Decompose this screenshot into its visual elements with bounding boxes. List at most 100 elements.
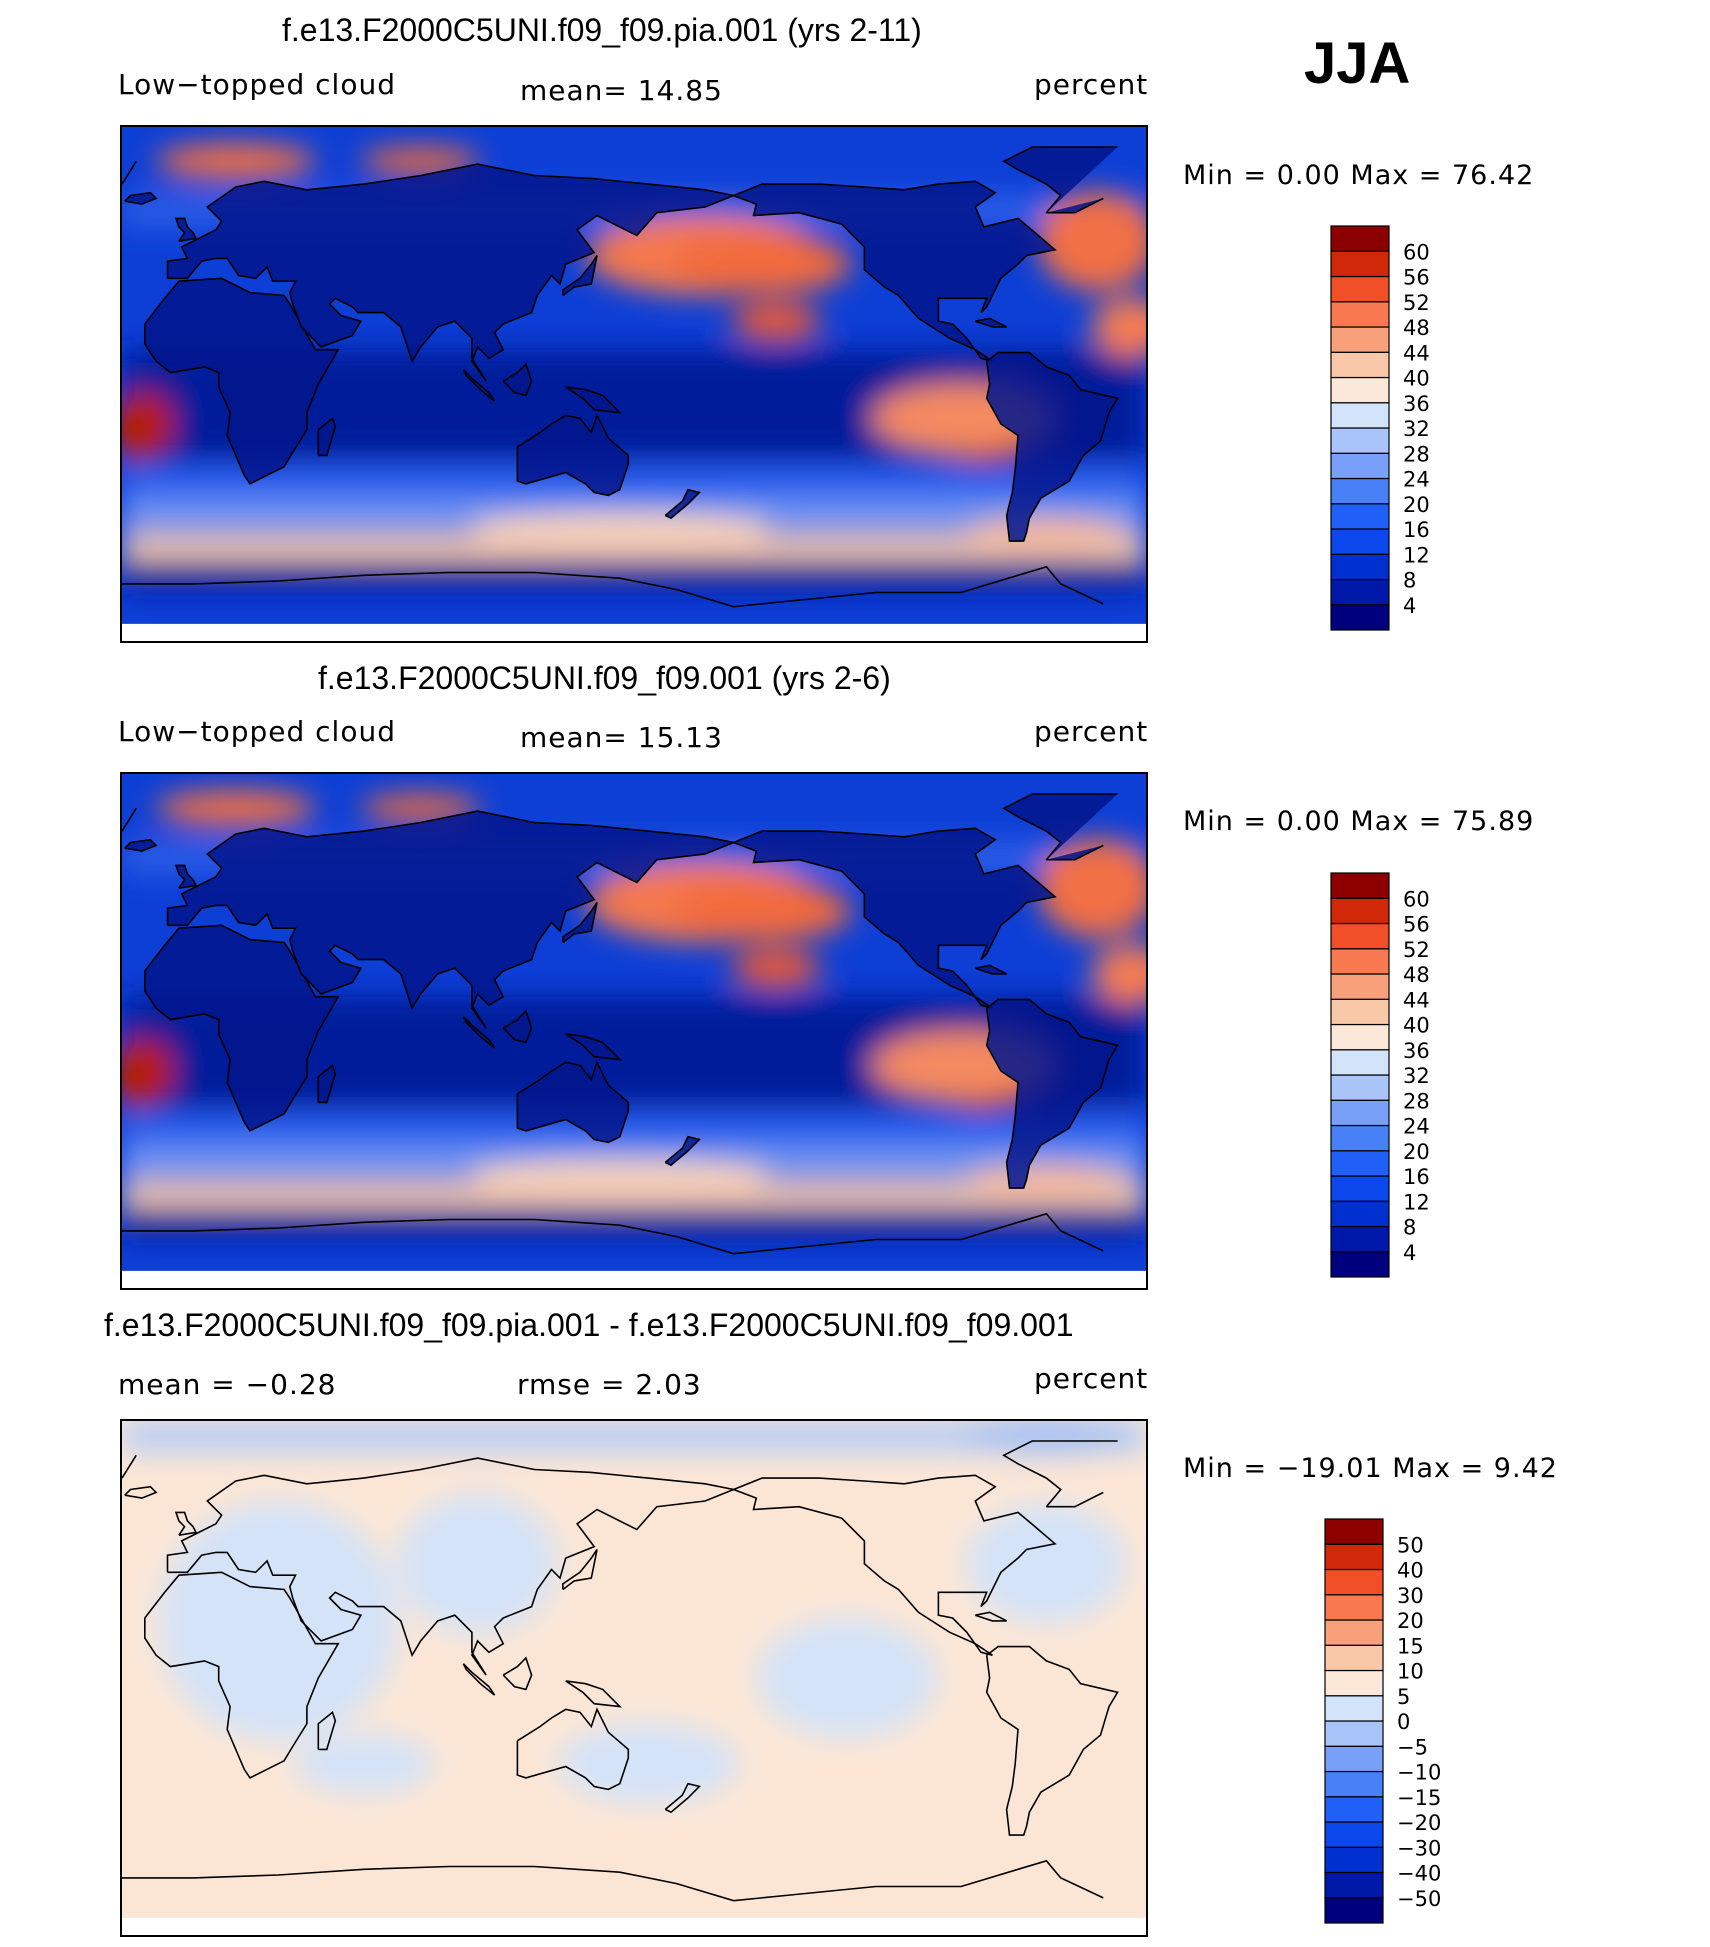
- panel-1-coastline-nz: [664, 488, 701, 520]
- panel-3-colorbar-box-13: [1324, 1568, 1384, 1596]
- panel-1-colorbar-tick-label: 28: [1403, 442, 1430, 466]
- panel-1-colorbar: 4 8 12 16 20 24 28 32 36 40 44 48 52 56 60: [1330, 225, 1460, 631]
- panel-2-coastline-greenland: [1046, 844, 1104, 861]
- panel-1-coastline-greenland: [1046, 197, 1104, 214]
- panel-2-coastline-eurasia: [166, 810, 737, 1029]
- panel-2-colorbar-box-5: [1330, 1124, 1390, 1152]
- panel-2-colorbar-tick-label: 52: [1403, 938, 1430, 962]
- panel-2-colorbar-box-15: [1330, 872, 1390, 899]
- panel-3-coastline-madagascar: [317, 1710, 337, 1751]
- panel-2-colorbar-box-0: [1330, 1251, 1390, 1278]
- panel-1-colorbar-box-2: [1330, 553, 1390, 581]
- panel-2-mean-label: mean= 15.13: [520, 721, 723, 754]
- panel-2-map: [120, 772, 1148, 1290]
- panel-3-colorbar-box-15: [1324, 1518, 1384, 1545]
- panel-2-units-label: percent: [1034, 715, 1149, 748]
- panel-3-mean-label: mean = −0.28: [118, 1368, 337, 1401]
- panel-3-colorbar-tick-label: −50: [1397, 1887, 1441, 1911]
- panel-2-coastline-madagascar: [317, 1063, 337, 1104]
- panel-3-colorbar-box-4: [1324, 1796, 1384, 1823]
- panel-3-rmse-label: rmse = 2.03: [517, 1368, 702, 1401]
- panel-1-coastline-iceland: [124, 191, 158, 205]
- panel-1-coastline-northamerica: [733, 180, 1057, 362]
- panel-1-colorbar-tick-label: 36: [1403, 392, 1430, 416]
- panel-3-colorbar-box-1: [1324, 1871, 1384, 1899]
- panel-1-colorbar-box-9: [1330, 376, 1390, 404]
- panel-3-colorbar-box-12: [1324, 1594, 1384, 1621]
- panel-1-colorbar-tick-label: 56: [1403, 266, 1430, 290]
- panel-2-coastline-uk: [174, 864, 198, 889]
- panel-3-coastline-iceland: [124, 1485, 158, 1499]
- panel-2-colorbar-box-7: [1330, 1074, 1390, 1101]
- panel-3-colorbar-box-2: [1324, 1846, 1384, 1874]
- panel-1-coastline-borneo: [502, 362, 533, 397]
- panel-2-colorbar-tick-label: 32: [1403, 1064, 1430, 1088]
- panel-1-colorbar-tick-label: 48: [1403, 316, 1430, 340]
- panel-1-coastline-japan: [562, 255, 598, 297]
- panel-2-colorbar-box-13: [1330, 922, 1390, 950]
- panel-3-colorbar-tick-label: −10: [1397, 1761, 1441, 1785]
- panel-3-colorbar-tick-label: 40: [1397, 1559, 1424, 1583]
- panel-3-colorbar-box-5: [1324, 1770, 1384, 1798]
- panel-2-colorbar-tick-label: 44: [1403, 988, 1430, 1012]
- panel-1-coastline-sumatra: [462, 369, 496, 402]
- panel-3-colorbar-box-10: [1324, 1644, 1384, 1672]
- panel-1-colorbar-box-15: [1330, 225, 1390, 252]
- panel-1-colorbar-tick-label: 44: [1403, 341, 1430, 365]
- panel-3-colorbar-box-6: [1324, 1745, 1384, 1773]
- panel-3-coastline-australia: [516, 1707, 630, 1791]
- panel-1-missing-band: [122, 623, 1146, 641]
- panel-3-coastline-southamerica: [985, 1645, 1119, 1836]
- panel-1-coastline-newguinea: [565, 386, 622, 414]
- panel-2-colorbar-box-11: [1330, 973, 1390, 1000]
- panel-1-colorbar-tick-label: 8: [1403, 569, 1416, 593]
- panel-1-colorbar-box-12: [1330, 301, 1390, 328]
- panel-2-colorbar: 4 8 12 16 20 24 28 32 36 40 44 48 52 56 60: [1330, 872, 1460, 1278]
- panel-2-coastline-greenland: [122, 807, 137, 832]
- panel-3-colorbar-tick-label: −15: [1397, 1786, 1441, 1810]
- panel-1-variable-label: Low−topped cloud: [118, 68, 396, 101]
- panel-3-colorbar-tick-label: −20: [1397, 1811, 1441, 1835]
- panel-3-colorbar-tick-label: −40: [1397, 1862, 1441, 1886]
- panel-3-colorbar-tick-label: −30: [1397, 1836, 1441, 1860]
- panel-2-colorbar-tick-label: 20: [1403, 1140, 1430, 1164]
- panel-2-colorbar-tick-label: 8: [1403, 1216, 1416, 1240]
- panel-3-colorbar-tick-label: 20: [1397, 1609, 1424, 1633]
- panel-3-coastline-greenland: [1046, 1491, 1104, 1508]
- panel-2-colorbar-box-9: [1330, 1023, 1390, 1051]
- panel-3-coastline-northamerica: [733, 1474, 1057, 1656]
- panel-3-colorbar-tick-label: 10: [1397, 1660, 1424, 1684]
- panel-1-coastline-cuba: [975, 317, 1007, 328]
- panel-2-colorbar-tick-label: 24: [1403, 1115, 1430, 1139]
- panel-3-coastline-borneo: [502, 1656, 533, 1691]
- panel-2-colorbar-tick-label: 28: [1403, 1089, 1430, 1113]
- panel-3-coastline-uk: [174, 1511, 198, 1536]
- panel-1-colorbar-box-11: [1330, 326, 1390, 353]
- panel-2-colorbar-tick-label: 56: [1403, 913, 1430, 937]
- panel-1-coastline-eurasia: [166, 163, 737, 382]
- panel-1-coastline-uk: [174, 217, 198, 242]
- panel-1-coastline-greenland: [122, 160, 137, 185]
- season-label: JJA: [1304, 31, 1411, 96]
- panel-1-colorbar-tick-label: 52: [1403, 291, 1430, 315]
- panel-1-colorbar-box-6: [1330, 452, 1390, 480]
- panel-3-colorbar-tick-label: 5: [1397, 1685, 1410, 1709]
- panel-2-coastline-sumatra: [462, 1016, 496, 1049]
- panel-2-colorbar-box-1: [1330, 1225, 1390, 1253]
- panel-1-colorbar-tick-label: 60: [1403, 240, 1430, 264]
- panel-2-coastline-northamerica: [733, 827, 1057, 1009]
- panel-3-colorbar-tick-label: 0: [1397, 1710, 1410, 1734]
- panel-3-coastline-newguinea: [565, 1680, 622, 1708]
- panel-1-map: [120, 125, 1148, 643]
- panel-1-colorbar-tick-label: 4: [1403, 594, 1416, 618]
- panel-2-colorbar-tick-label: 48: [1403, 963, 1430, 987]
- panel-3-colorbar-tick-label: 30: [1397, 1584, 1424, 1608]
- panel-2-coastline-japan: [562, 902, 598, 944]
- panel-3-units-label: percent: [1034, 1362, 1149, 1395]
- panel-2-variable-label: Low−topped cloud: [118, 715, 396, 748]
- panel-3-colorbar-box-8: [1324, 1695, 1384, 1722]
- panel-2-colorbar-box-3: [1330, 1175, 1390, 1202]
- panel-3-coastline-cuba: [975, 1611, 1007, 1622]
- panel-2-coastlines: [122, 793, 1119, 1255]
- panel-3-minmax: Min = −19.01 Max = 9.42: [1183, 1453, 1558, 1484]
